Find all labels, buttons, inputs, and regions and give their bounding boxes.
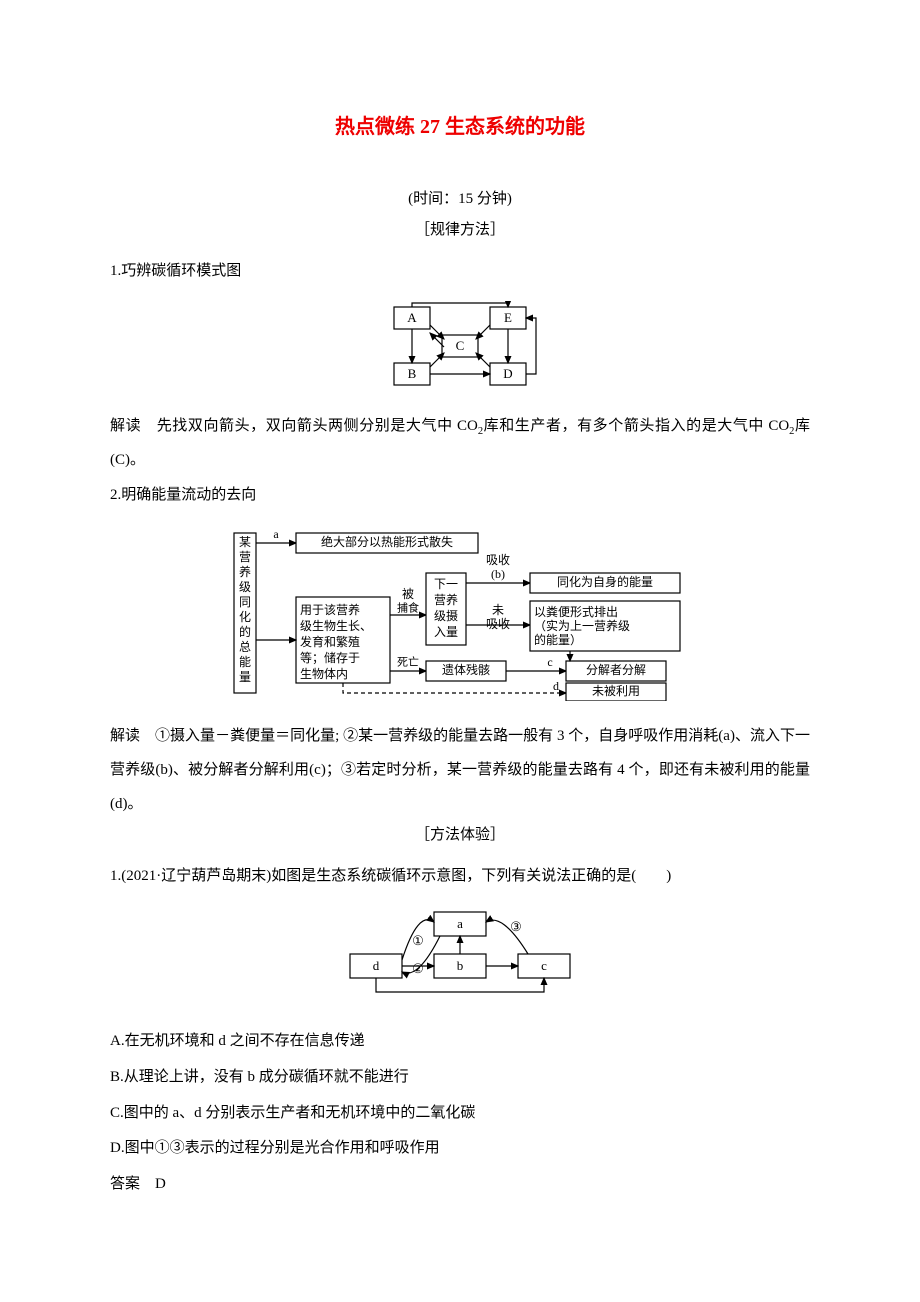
svg-text:发育和繁殖: 发育和繁殖 — [300, 634, 360, 649]
item2-heading: 2.明确能量流动的去向 — [110, 479, 810, 513]
svg-text:同: 同 — [239, 595, 251, 609]
svg-text:捕食: 捕食 — [397, 601, 419, 615]
item1-explain-pre: 解读 先找双向箭头，双向箭头两侧分别是大气中 CO — [110, 418, 478, 434]
svg-text:总: 总 — [239, 640, 251, 654]
item1-explain: 解读 先找双向箭头，双向箭头两侧分别是大气中 CO2库和生产者，有多个箭头指入的… — [110, 410, 810, 478]
item2-explain: 解读 ①摄入量－粪便量＝同化量; ②某一营养级的能量去路一般有 3 个，自身呼吸… — [110, 720, 810, 821]
svg-text:生物体内: 生物体内 — [300, 667, 348, 681]
svg-text:营: 营 — [239, 550, 251, 564]
figure-1-carbon-cycle: A E C B D — [110, 301, 810, 396]
item1-heading: 1.巧辨碳循环模式图 — [110, 255, 810, 289]
svg-text:遗体残骸: 遗体残骸 — [442, 663, 490, 677]
figure-2-energy-flow: 某营养级同化的总能量a绝大部分以热能形式散失用于该营养级生物生长、发育和繁殖等；… — [110, 525, 810, 706]
svg-text:c: c — [547, 655, 552, 669]
item1-explain-mid: 库和生产者，有多个箭头指入的是大气中 CO — [483, 418, 789, 434]
svg-text:营养: 营养 — [434, 592, 458, 607]
svg-text:A: A — [407, 310, 417, 325]
q1-option-d: D.图中①③表示的过程分别是光合作用和呼吸作用 — [110, 1132, 810, 1166]
svg-text:a: a — [273, 527, 279, 541]
svg-text:下一: 下一 — [434, 577, 458, 591]
svg-text:a: a — [457, 916, 463, 931]
svg-text:d: d — [553, 679, 559, 693]
svg-text:死亡: 死亡 — [397, 655, 419, 669]
svg-text:等；储存于: 等；储存于 — [300, 650, 360, 665]
q1-option-c: C.图中的 a、d 分别表示生产者和无机环境中的二氧化碳 — [110, 1097, 810, 1131]
svg-text:某: 某 — [239, 535, 251, 549]
svg-text:未被利用: 未被利用 — [592, 684, 640, 698]
svg-text:以粪便形式排出: 以粪便形式排出 — [534, 605, 618, 619]
svg-text:级: 级 — [239, 580, 251, 594]
svg-text:同化为自身的能量: 同化为自身的能量 — [557, 574, 653, 589]
svg-text:c: c — [541, 958, 547, 973]
svg-text:B: B — [408, 366, 417, 381]
svg-text:③: ③ — [510, 919, 522, 934]
svg-text:未: 未 — [492, 603, 504, 617]
time-note: (时间：15 分钟) — [110, 187, 810, 208]
svg-text:吸收: 吸收 — [486, 617, 510, 631]
svg-text:级生物生长、: 级生物生长、 — [300, 619, 372, 633]
page-title: 热点微练 27 生态系统的功能 — [110, 110, 810, 139]
q1-option-b: B.从理论上讲，没有 b 成分碳循环就不能进行 — [110, 1061, 810, 1095]
q1-option-a: A.在无机环境和 d 之间不存在信息传递 — [110, 1025, 810, 1059]
q1-stem: 1.(2021·辽宁葫芦岛期末)如图是生态系统碳循环示意图，下列有关说法正确的是… — [110, 860, 810, 894]
svg-text:分解者分解: 分解者分解 — [586, 663, 646, 677]
svg-text:能: 能 — [239, 655, 251, 669]
svg-text:C: C — [456, 338, 465, 353]
svg-text:化: 化 — [239, 610, 251, 624]
svg-text:（实为上一营养级: （实为上一营养级 — [534, 618, 630, 633]
svg-text:b: b — [457, 958, 464, 973]
svg-text:的能量）: 的能量） — [534, 632, 582, 647]
figure-3-carbon-diagram: a d b c ① ② ③ — [110, 906, 810, 1011]
method-section-label: ［方法体验］ — [110, 823, 810, 844]
svg-text:养: 养 — [239, 564, 251, 579]
svg-text:②: ② — [412, 961, 424, 976]
svg-text:D: D — [503, 366, 512, 381]
svg-text:用于该营养: 用于该营养 — [300, 602, 360, 617]
svg-text:①: ① — [412, 933, 424, 948]
rules-section-label: ［规律方法］ — [110, 218, 810, 239]
svg-text:量: 量 — [239, 670, 251, 684]
svg-text:级摄: 级摄 — [434, 608, 458, 623]
svg-text:入量: 入量 — [434, 625, 458, 639]
svg-text:被: 被 — [402, 587, 414, 601]
svg-text:绝大部分以热能形式散失: 绝大部分以热能形式散失 — [321, 534, 453, 549]
svg-text:的: 的 — [239, 624, 251, 639]
svg-text:d: d — [373, 958, 380, 973]
svg-text:吸收: 吸收 — [486, 553, 510, 567]
svg-text:(b): (b) — [491, 567, 505, 581]
q1-answer: 答案 D — [110, 1168, 810, 1202]
svg-text:E: E — [504, 310, 512, 325]
